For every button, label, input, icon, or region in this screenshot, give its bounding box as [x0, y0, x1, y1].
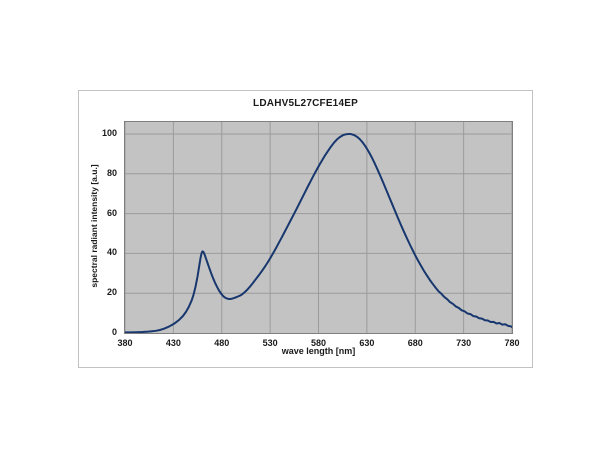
- y-tick-label: 0: [111, 327, 117, 337]
- x-tick-label: 480: [214, 338, 230, 348]
- x-tick-label: 730: [456, 338, 472, 348]
- x-tick-label: 780: [504, 338, 520, 348]
- x-tick-label: 580: [310, 338, 327, 348]
- x-tick-label: 630: [359, 338, 375, 348]
- y-tick-label: 40: [106, 247, 117, 258]
- y-tick-label: 100: [101, 127, 117, 138]
- x-axis-title: wave length [nm]: [281, 346, 356, 356]
- x-tick-label: 430: [165, 338, 181, 348]
- spectrum-line-chart: [125, 122, 512, 333]
- y-tick-label: 20: [106, 287, 117, 298]
- x-tick-label: 380: [117, 338, 133, 348]
- y-tick-label: 60: [106, 207, 117, 218]
- plot-area: [124, 121, 513, 334]
- spectrum-chart: LDAHV5L27CFE14EP spectral radiant intens…: [78, 90, 533, 368]
- x-tick-label: 530: [262, 338, 278, 348]
- chart-title: LDAHV5L27CFE14EP: [253, 98, 358, 109]
- y-tick-label: 80: [106, 167, 117, 178]
- x-tick-label: 680: [407, 338, 423, 348]
